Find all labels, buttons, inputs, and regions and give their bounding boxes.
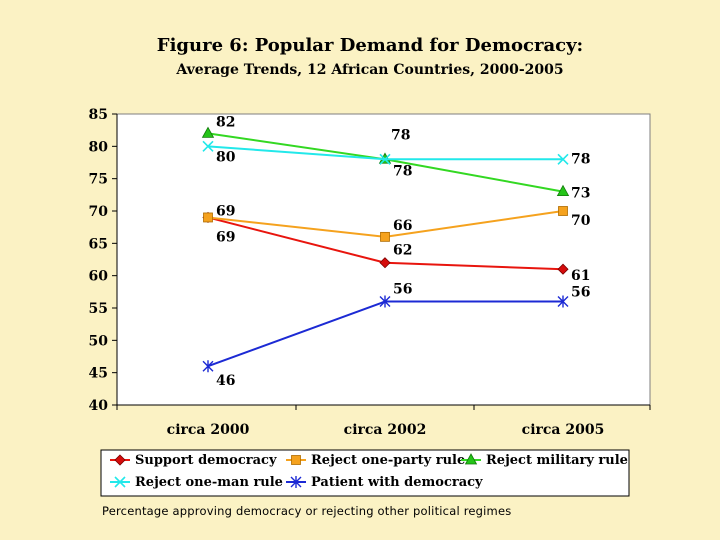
data-point — [203, 212, 213, 223]
data-label: 56 — [571, 285, 590, 301]
data-label: 61 — [571, 268, 590, 284]
data-point — [202, 140, 214, 152]
legend-label: Reject military rule — [486, 453, 628, 468]
legend-entry: Reject one-man rule — [110, 475, 283, 490]
y-tick-label: 85 — [89, 107, 108, 123]
legend-entry: Patient with democracy — [286, 475, 483, 490]
x-tick-label: circa 2000 — [167, 422, 250, 438]
y-tick-label: 75 — [89, 172, 108, 188]
y-tick-label: 65 — [89, 236, 108, 252]
data-point — [380, 231, 390, 242]
legend-label: Reject one-man rule — [135, 475, 283, 490]
series-group — [201, 126, 570, 373]
data-label: 69 — [216, 229, 235, 245]
y-tick-label: 40 — [89, 398, 109, 414]
data-point — [556, 184, 570, 197]
data-label: 62 — [393, 243, 412, 259]
y-tick-label: 45 — [89, 366, 108, 382]
legend-marker — [464, 453, 478, 465]
legend-marker — [291, 455, 301, 465]
x-tick-label: circa 2005 — [522, 422, 605, 438]
data-point — [201, 126, 215, 138]
y-tick-label: 55 — [89, 301, 108, 317]
data-label: 78 — [571, 151, 590, 167]
data-label: 80 — [216, 149, 236, 165]
data-label: 66 — [393, 218, 412, 234]
data-label: 46 — [216, 373, 235, 389]
y-axis-ticks: 40 45 50 55 60 65 70 75 80 85 — [89, 107, 117, 414]
y-tick-label: 80 — [89, 139, 109, 155]
x-tick-label: circa 2002 — [344, 422, 427, 438]
legend-marker — [114, 476, 126, 488]
chart-title: Figure 6: Popular Demand for Democracy: — [157, 35, 583, 56]
data-point — [379, 153, 391, 165]
y-tick-label: 50 — [89, 333, 109, 349]
data-label: 82 — [216, 114, 235, 130]
legend-entry: Reject military rule — [461, 453, 628, 468]
data-label: 78 — [391, 127, 410, 143]
legend-marker — [114, 454, 126, 466]
data-point — [379, 257, 391, 269]
series-reject-one-party-rule — [203, 206, 568, 242]
data-point — [558, 206, 568, 216]
data-label: 69 — [216, 203, 235, 219]
legend-items: Support democracy Reject one-party rule Re… — [110, 453, 628, 490]
series-patient-with-democracy — [202, 295, 569, 373]
legend — [100, 449, 630, 497]
legend-marker — [290, 476, 302, 488]
data-label: 73 — [571, 186, 590, 202]
data-label: 70 — [571, 213, 591, 229]
data-point — [202, 360, 214, 373]
chart-subtitle: Average Trends, 12 African Countries, 20… — [175, 62, 563, 78]
data-point — [557, 295, 569, 308]
y-tick-label: 60 — [89, 269, 109, 285]
data-label: 56 — [393, 282, 412, 298]
data-label: 78 — [393, 163, 412, 179]
legend-entry: Support democracy — [110, 453, 277, 468]
legend-entry: Reject one-party rule — [286, 453, 465, 468]
chart-caption: Percentage approving democracy or reject… — [102, 504, 512, 518]
legend-label: Support democracy — [135, 453, 277, 468]
y-tick-label: 70 — [89, 204, 109, 220]
data-point — [379, 295, 391, 308]
data-point — [557, 153, 569, 165]
legend-label: Reject one-party rule — [311, 453, 465, 468]
legend-label: Patient with democracy — [311, 475, 483, 490]
series-reject-one-man-rule — [202, 140, 569, 165]
data-point — [557, 263, 569, 275]
x-axis-ticks: circa 2000 circa 2002 circa 2005 — [116, 405, 651, 438]
